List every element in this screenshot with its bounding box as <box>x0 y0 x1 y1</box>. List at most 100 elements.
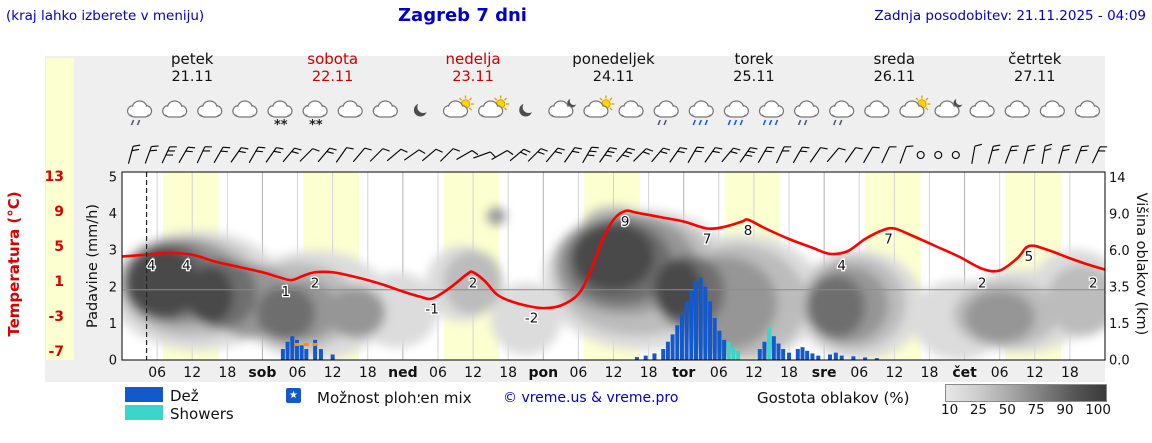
wind-barb-icon <box>421 148 443 162</box>
weather-icon-rain <box>723 100 749 126</box>
x-axis-tick: 12 <box>885 365 903 381</box>
wind-barb-icon <box>161 146 177 164</box>
weather-icon-suncloud <box>583 95 615 118</box>
rain-bar <box>318 349 323 360</box>
temperature-value-label: 7 <box>703 232 712 248</box>
temperature-value-label: -2 <box>525 310 538 326</box>
x-axis-tick: 18 <box>780 365 798 381</box>
density-tick: 100 <box>1085 402 1111 418</box>
density-tick: 10 <box>941 402 959 418</box>
rain-bar <box>771 336 776 360</box>
wind-barb-icon <box>844 147 863 163</box>
day-header-ponedeljek: ponedeljek 24.11 <box>572 50 655 85</box>
menu-hint[interactable]: (kraj lahko izberete v meniju) <box>6 8 205 24</box>
precip-tick: 5 <box>109 171 117 186</box>
wind-barb-icon <box>1023 144 1036 164</box>
frozen-mix-mark <box>294 343 300 346</box>
x-axis-tick: čet <box>952 365 977 381</box>
temp-axis-title: Temperatura (°C) <box>5 191 23 336</box>
rain-bar <box>833 352 838 360</box>
rain-bar <box>863 357 868 360</box>
rain-bar <box>675 325 680 360</box>
rain-bar <box>280 349 285 360</box>
weather-icon-snow: ** <box>302 100 328 133</box>
x-axis-tick: 18 <box>1061 365 1079 381</box>
weather-icon-moon <box>519 101 535 117</box>
showers-bar <box>736 350 741 360</box>
day-header-petek: petek 21.11 <box>170 50 214 85</box>
rain-bar <box>708 301 713 360</box>
x-axis-tick: 12 <box>1026 365 1044 381</box>
day-header-nedelja: nedelja 23.11 <box>445 50 501 85</box>
x-axis-tick: 18 <box>921 365 939 381</box>
wind-barb-icon <box>248 146 266 164</box>
plot-border <box>121 171 1106 361</box>
rain-bar <box>665 341 670 360</box>
rain-bar <box>805 350 810 360</box>
wind-barb-icon <box>178 146 196 164</box>
x-axis-tick: 18 <box>499 365 517 381</box>
density-tick: 75 <box>1027 402 1045 418</box>
precip-bars <box>280 277 879 360</box>
cloud-density-ticks: 10 25 50 75 90 100 <box>941 402 1111 418</box>
cloud-density-label: Gostota oblakov (%) <box>757 389 910 407</box>
showers-bar <box>726 341 731 360</box>
wind-barb-icon <box>299 148 320 162</box>
temperature-value-label: 8 <box>744 223 753 239</box>
wind-barb-icon <box>230 147 249 163</box>
wind-barb-icon <box>265 147 284 163</box>
weather-icon-cloud <box>618 100 644 118</box>
x-axis-tick: sob <box>248 365 276 381</box>
temperature-value-label: 2 <box>469 275 478 291</box>
page-title: Zagreb 7 dni <box>398 5 527 26</box>
rain-bar <box>313 339 318 360</box>
temperature-line <box>121 209 1106 310</box>
rain-bar <box>795 349 800 360</box>
wind-barb-icon <box>582 146 599 164</box>
rain-legend-label: Dež <box>170 387 199 405</box>
x-axis-tick: 18 <box>218 365 236 381</box>
wind-barb-icon <box>491 150 514 160</box>
x-axis-tick: 18 <box>359 365 377 381</box>
rain-bar <box>722 339 727 360</box>
wind-barb-icon <box>456 150 479 160</box>
rain-bar <box>285 341 290 360</box>
wind-barb-icon <box>352 147 372 163</box>
copyright-link[interactable]: © vreme.us & vreme.pro <box>503 390 679 406</box>
day-header-sobota: sobota 22.11 <box>307 50 359 85</box>
wind-barb-icon <box>127 144 141 164</box>
frozen-mix-mark <box>303 343 309 346</box>
calm-wind-icon <box>934 150 943 160</box>
weather-icon-cloud <box>232 100 258 118</box>
cloud-height-tick: 6.0 <box>1109 244 1130 259</box>
weather-icon-cloud <box>864 100 890 118</box>
wind-barb-icon <box>687 146 705 164</box>
day-header-torek: torek 25.11 <box>733 50 775 85</box>
rain-bar <box>703 286 708 360</box>
temp-tick: 1 <box>54 274 64 290</box>
weather-icon-suncloud <box>442 95 475 118</box>
temperature-value-label: 2 <box>978 275 987 291</box>
rain-bar <box>851 356 856 360</box>
rain-bar <box>816 355 821 360</box>
temperature-value-label: 1 <box>282 284 291 300</box>
x-axis-tick: 06 <box>850 365 868 381</box>
rain-bar <box>299 345 304 360</box>
rain-bar <box>694 281 699 360</box>
wind-barb-icon <box>809 147 828 163</box>
wind-barb-icon <box>599 147 618 163</box>
temp-tick: 13 <box>45 169 64 185</box>
x-axis-tick: 06 <box>429 365 447 381</box>
x-axis-tick: ned <box>388 365 417 381</box>
weather-icon-mooncloud <box>934 96 965 118</box>
precip-tick: 4 <box>109 207 117 222</box>
x-axis-tick: 12 <box>464 365 482 381</box>
possibility-star-icon: ★ <box>286 388 301 403</box>
rain-bar <box>787 352 792 360</box>
rain-bar <box>643 355 648 360</box>
weather-icon-rain <box>688 100 714 126</box>
temp-tick: -7 <box>48 344 64 360</box>
weather-icons-row: ** ** <box>126 95 1101 133</box>
temp-tick: 9 <box>54 204 64 220</box>
wind-barb-icon <box>545 147 565 163</box>
